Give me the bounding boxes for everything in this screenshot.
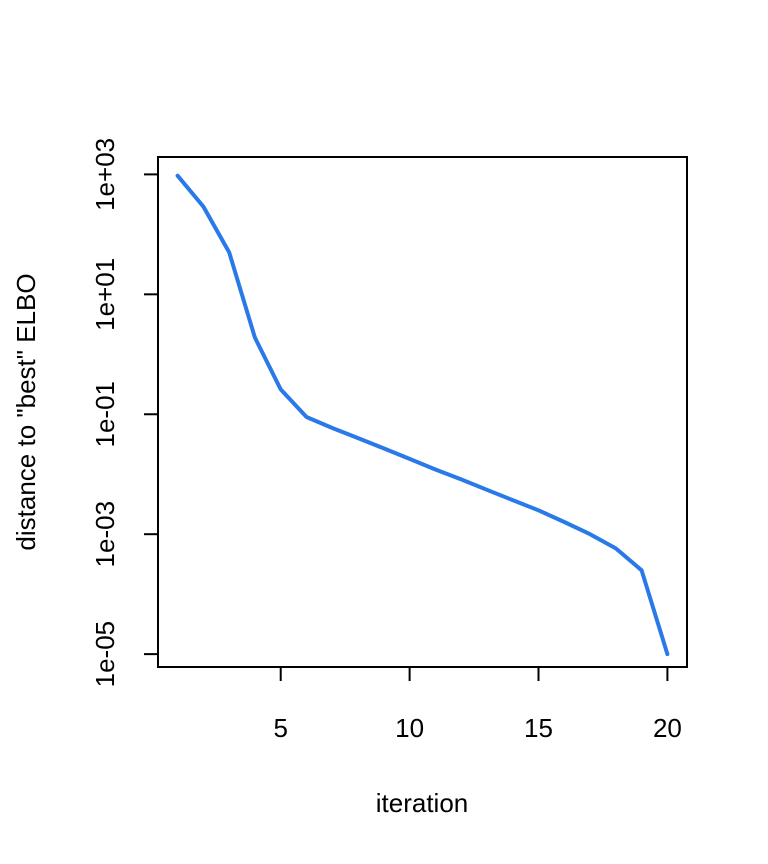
y-tick-label: 1e+01 [90, 258, 120, 331]
x-tick-label: 15 [524, 713, 553, 743]
x-tick-label: 10 [395, 713, 424, 743]
x-axis-title: iteration [376, 788, 469, 818]
y-axis: 1e-05 1e-03 1e-01 1e+01 1e+03 [90, 138, 158, 688]
series-line [175, 173, 670, 657]
plot-frame [157, 156, 688, 668]
x-tick-label: 20 [653, 713, 682, 743]
y-tick-label: 1e-03 [90, 501, 120, 568]
y-tick-label: 1e+03 [90, 138, 120, 211]
y-axis-title: distance to "best" ELBO [11, 273, 41, 550]
y-tick-label: 1e-05 [90, 621, 120, 688]
y-tick-label: 1e-01 [90, 381, 120, 448]
x-tick-label: 5 [273, 713, 287, 743]
x-axis: 5 10 15 20 [273, 667, 682, 743]
